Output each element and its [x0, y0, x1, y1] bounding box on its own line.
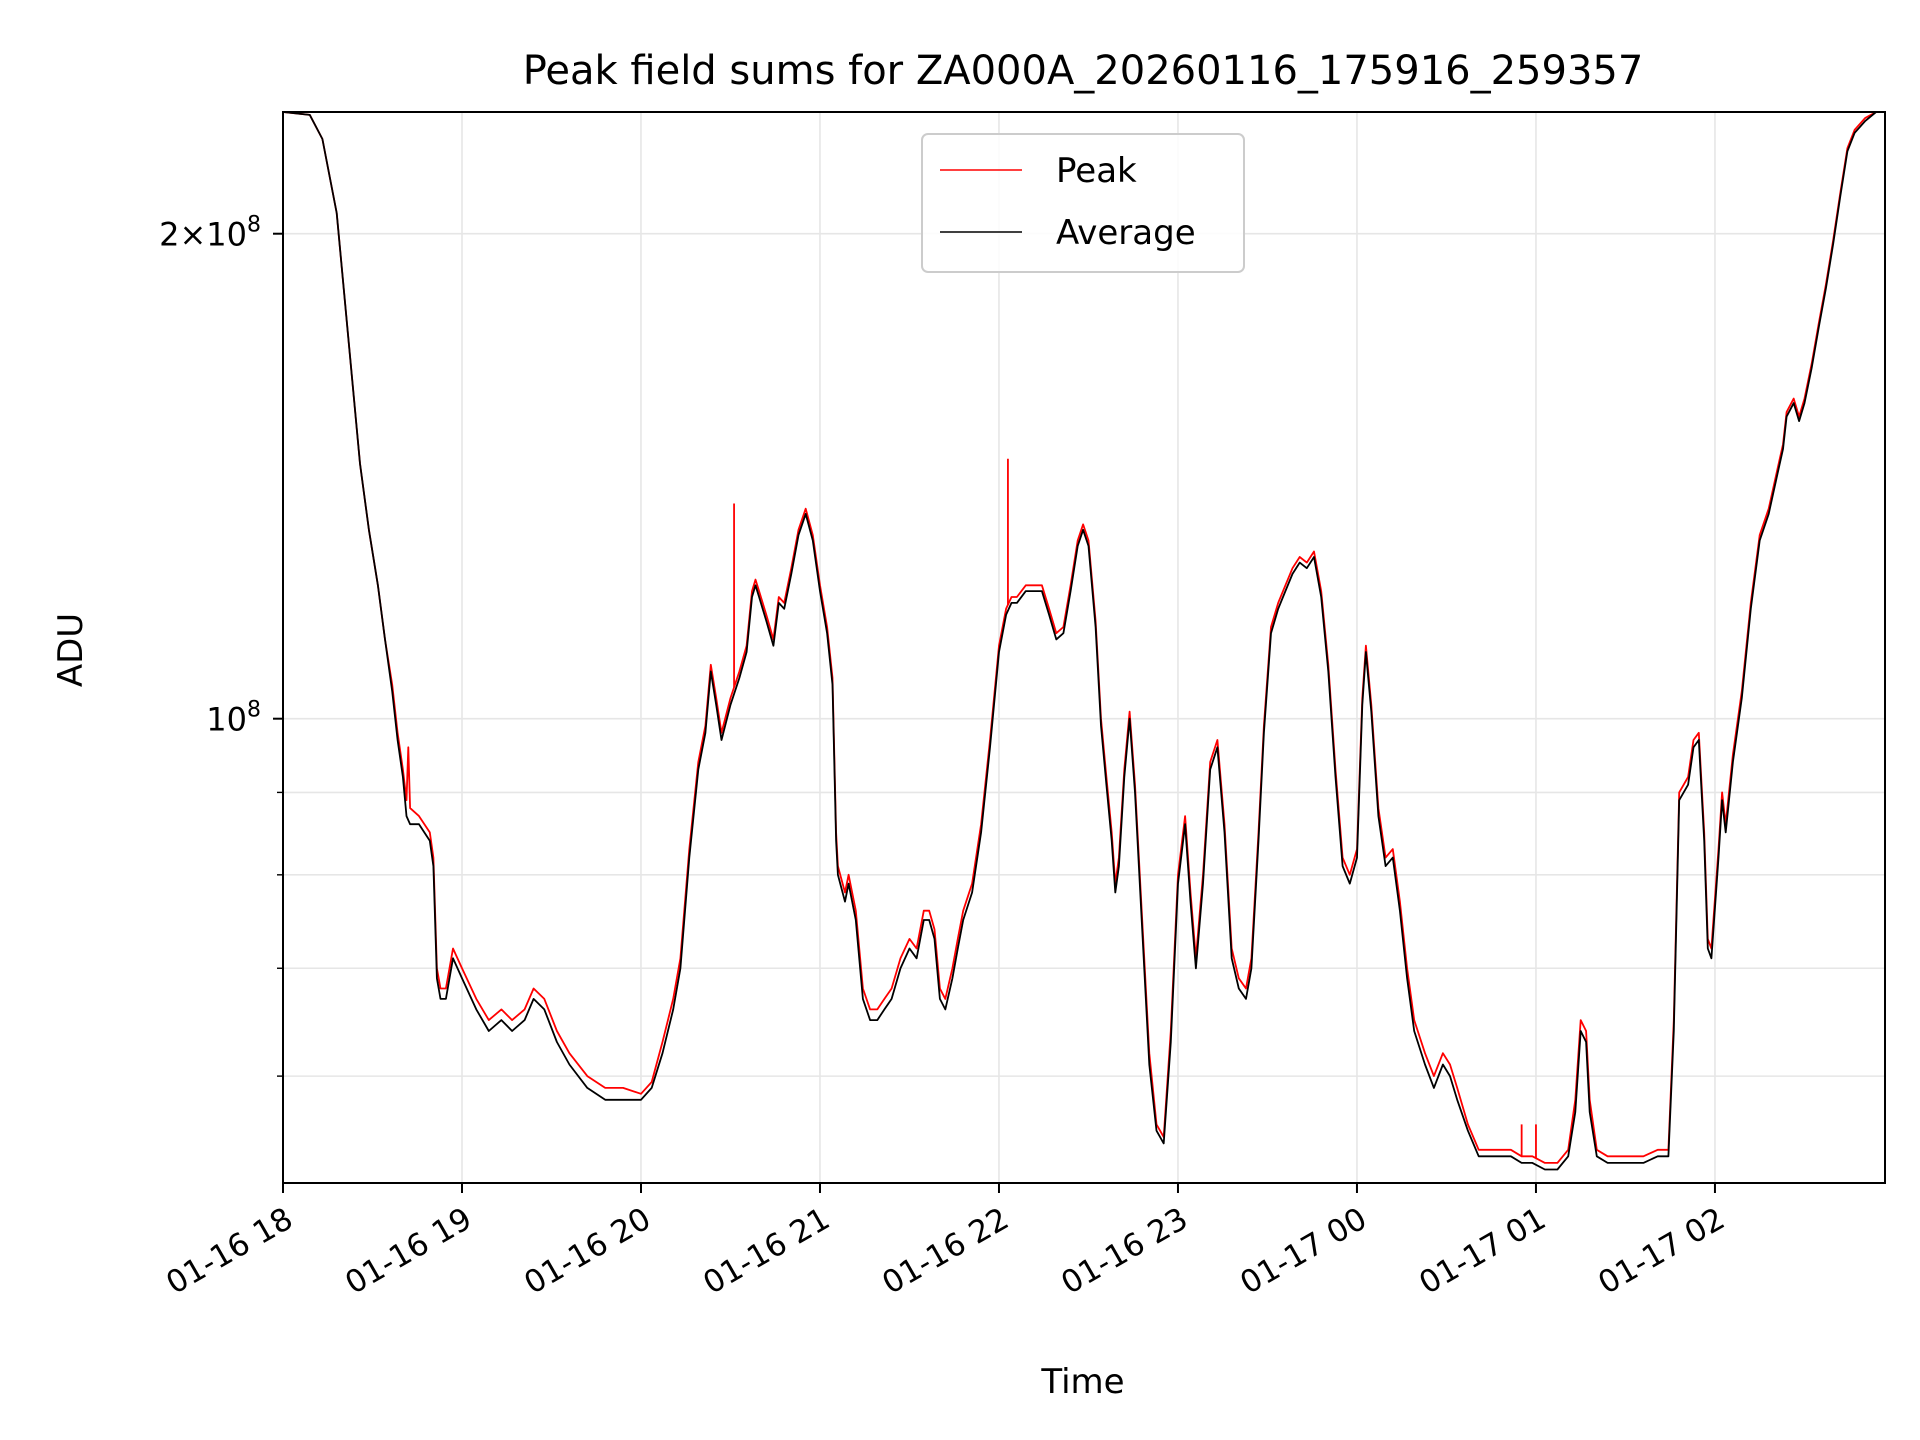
- y-tick-label-times: ×: [179, 216, 206, 254]
- legend-label-peak: Peak: [1056, 151, 1137, 191]
- legend: Peak Average: [921, 133, 1245, 273]
- x-tick-label: 01-16 23: [1055, 1201, 1194, 1302]
- y-tick-label-exp: 8: [247, 213, 261, 238]
- y-tick-label-mantissa: 2: [159, 216, 179, 254]
- y-tick-label: 108: [206, 698, 261, 739]
- plot-frame: [282, 111, 1886, 1184]
- y-tick-label-exp: 8: [247, 698, 261, 723]
- y-axis-label: ADU: [51, 613, 91, 687]
- x-axis-ticks: 01-16 18 01-16 19 01-16 20 01-16 21 01-16 22…: [160, 1183, 1731, 1302]
- x-tick-label: 01-16 18: [160, 1201, 299, 1302]
- x-tick-label: 01-17 01: [1413, 1201, 1552, 1302]
- chart-title: Peak field sums for ZA000A_20260116_1759…: [523, 48, 1644, 94]
- y-tick-label: 2×108: [159, 213, 261, 254]
- x-tick-label: 01-16 21: [697, 1201, 836, 1302]
- y-tick-label-base: 10: [206, 216, 247, 254]
- x-tick-label: 01-17 02: [1592, 1201, 1731, 1302]
- y-tick-label-base: 10: [206, 701, 247, 739]
- series-line-average: [282, 111, 1885, 1171]
- x-tick-label: 01-16 22: [876, 1201, 1015, 1302]
- x-tick-label: 01-16 19: [339, 1201, 478, 1302]
- x-tick-label: 01-16 20: [518, 1201, 657, 1302]
- series-layer: [282, 111, 1885, 1171]
- legend-box: [921, 133, 1245, 273]
- x-tick-label: 01-17 00: [1234, 1201, 1373, 1302]
- legend-label-average: Average: [1056, 213, 1196, 253]
- x-axis-label: Time: [1040, 1362, 1124, 1402]
